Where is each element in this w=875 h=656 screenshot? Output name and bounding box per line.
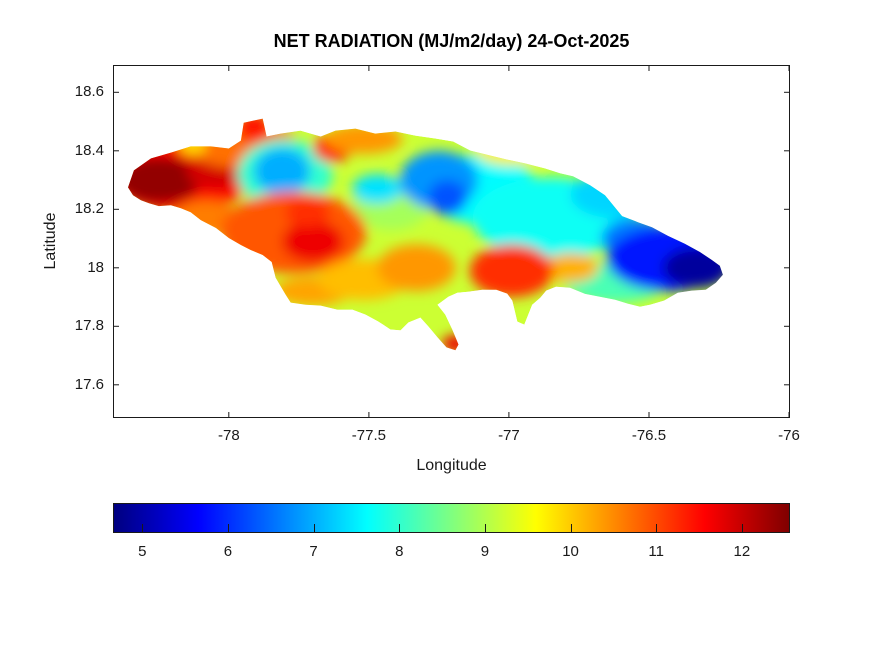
x-tick-label: -76.5: [631, 427, 667, 444]
y-tick-label: 17.8: [74, 317, 104, 335]
colorbar-tick-label: 5: [138, 543, 147, 560]
y-tick-label: 18: [87, 258, 104, 276]
colorbar-tick: [570, 524, 572, 532]
y-tick-label: 18.4: [74, 141, 104, 159]
plot-title: NET RADIATION (MJ/m2/day) 24-Oct-2025: [273, 31, 630, 51]
x-tick-label: -77: [498, 427, 520, 444]
y-tick-label: 17.6: [74, 375, 104, 393]
plot-area: [113, 65, 790, 418]
colorbar-tick-label: 8: [395, 543, 404, 560]
colorbar-tick-label: 9: [480, 543, 490, 560]
x-tick-label: -78: [217, 427, 240, 444]
y-tick-label: 18.2: [74, 200, 104, 218]
colorbar-tick-label: 11: [648, 543, 664, 560]
x-tick-label: -77.5: [351, 427, 386, 444]
radiation-contour-svg: [114, 66, 789, 417]
colorbar-tick: [399, 524, 401, 532]
colorbar-tick: [656, 524, 658, 532]
x-tick-label: -76: [778, 427, 800, 444]
colorbar-tick: [313, 524, 315, 532]
colorbar: [113, 503, 790, 533]
colorbar-tick-label: 6: [223, 543, 233, 560]
colorbar-tick: [142, 524, 144, 532]
colorbar-tick: [484, 524, 486, 532]
jamaica-island: [128, 118, 723, 351]
colorbar-tick: [227, 524, 229, 532]
colorbar-tick: [741, 524, 743, 532]
colorbar-tick-label: 7: [309, 543, 318, 560]
x-axis-label: Longitude: [416, 457, 487, 474]
y-tick-label: 18.6: [74, 83, 104, 101]
colorbar-tick-label: 10: [562, 543, 579, 560]
colorbar-tick-label: 12: [733, 543, 751, 560]
